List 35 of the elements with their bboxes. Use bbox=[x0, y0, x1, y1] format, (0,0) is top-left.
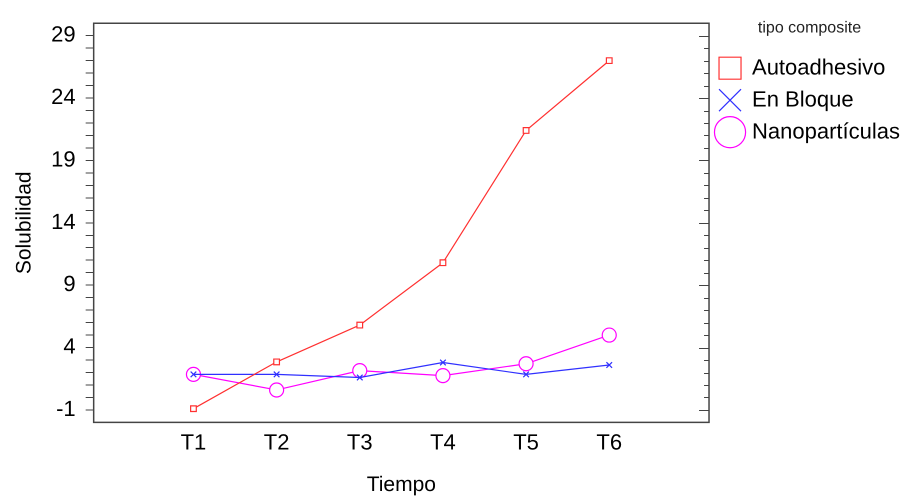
legend-title: tipo composite bbox=[758, 19, 862, 36]
point bbox=[273, 358, 280, 366]
point bbox=[522, 370, 530, 378]
legend-label: Nanopartículas bbox=[752, 118, 900, 144]
y-tick-label: -1 bbox=[56, 396, 76, 421]
point bbox=[440, 259, 446, 266]
point bbox=[606, 362, 613, 368]
y-tick-label: 19 bbox=[51, 146, 76, 172]
point bbox=[518, 356, 534, 372]
x-tick-label: T2 bbox=[264, 430, 290, 455]
x-tick-label: T3 bbox=[346, 430, 373, 455]
point bbox=[435, 368, 451, 384]
point bbox=[522, 127, 530, 134]
x-tick-label: T4 bbox=[430, 430, 456, 455]
point bbox=[440, 359, 446, 366]
y-tick-label: 24 bbox=[51, 84, 76, 110]
legend-label: En Bloque bbox=[752, 86, 854, 112]
point bbox=[190, 405, 197, 412]
x-tick-label: T1 bbox=[180, 430, 206, 455]
y-tick-label: 29 bbox=[51, 22, 76, 47]
point bbox=[269, 382, 284, 398]
y-tick-label: 4 bbox=[63, 334, 76, 359]
point bbox=[352, 363, 368, 378]
x-tick-label: T6 bbox=[596, 430, 622, 455]
point bbox=[602, 327, 617, 343]
point bbox=[356, 374, 364, 381]
x-tick-label: T5 bbox=[513, 430, 539, 455]
point bbox=[606, 57, 613, 64]
x-axis-title: Tiempo bbox=[366, 473, 436, 496]
point bbox=[356, 322, 364, 329]
legend-label: Autoadhesivo bbox=[752, 54, 886, 80]
y-tick-label: 9 bbox=[63, 271, 76, 296]
y-axis-title: Solubilidad bbox=[12, 171, 36, 274]
y-tick-label: 14 bbox=[51, 208, 76, 234]
point bbox=[273, 370, 280, 378]
